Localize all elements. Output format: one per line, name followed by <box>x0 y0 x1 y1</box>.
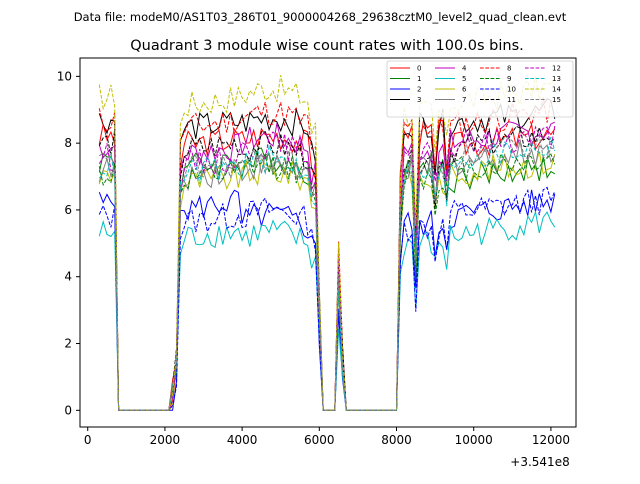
legend-label-2: 2 <box>417 86 421 94</box>
x-tick-label: 2000 <box>150 433 181 447</box>
legend-label-13: 13 <box>552 75 561 83</box>
legend-label-8: 8 <box>507 65 511 73</box>
legend-label-0: 0 <box>417 65 421 73</box>
x-tick-label: 12000 <box>532 433 570 447</box>
x-tick-label: 10000 <box>455 433 493 447</box>
series-layer <box>98 75 556 411</box>
plot-frame <box>79 57 577 428</box>
legend-label-7: 7 <box>462 96 466 104</box>
legend-label-4: 4 <box>462 65 467 73</box>
legend-label-12: 12 <box>552 65 561 73</box>
x-tick-label: 4000 <box>227 433 258 447</box>
y-tick-label: 8 <box>64 136 72 150</box>
series-line-10 <box>98 186 556 411</box>
y-tick-label: 4 <box>64 270 72 284</box>
x-offset-label: +3.541e8 <box>510 455 569 469</box>
legend-label-3: 3 <box>417 96 421 104</box>
axes-layer: 0 2000 4000 6000 8000 10000 12000 0 2 4 6 8 10 <box>57 69 570 447</box>
chart-title: Quadrant 3 module wise count rates with … <box>130 38 524 54</box>
legend-label-1: 1 <box>417 75 421 83</box>
legend-label-5: 5 <box>462 75 466 83</box>
y-tick-label: 6 <box>64 203 72 217</box>
x-tick-label: 6000 <box>304 433 335 447</box>
chart-suptitle: Data file: modeM0/AS1T03_286T01_90000042… <box>74 10 567 24</box>
legend-label-14: 14 <box>552 86 561 94</box>
legend-label-6: 6 <box>462 86 467 94</box>
x-tick-label: 8000 <box>381 433 412 447</box>
legend-label-10: 10 <box>507 86 516 94</box>
legend-label-9: 9 <box>507 75 511 83</box>
legend-label-11: 11 <box>507 96 516 104</box>
legend-label-15: 15 <box>552 96 561 104</box>
y-tick-label: 0 <box>64 403 72 417</box>
y-tick-label: 10 <box>57 69 72 83</box>
x-tick-label: 0 <box>84 433 92 447</box>
y-tick-label: 2 <box>64 337 72 351</box>
series-line-15 <box>98 133 555 411</box>
